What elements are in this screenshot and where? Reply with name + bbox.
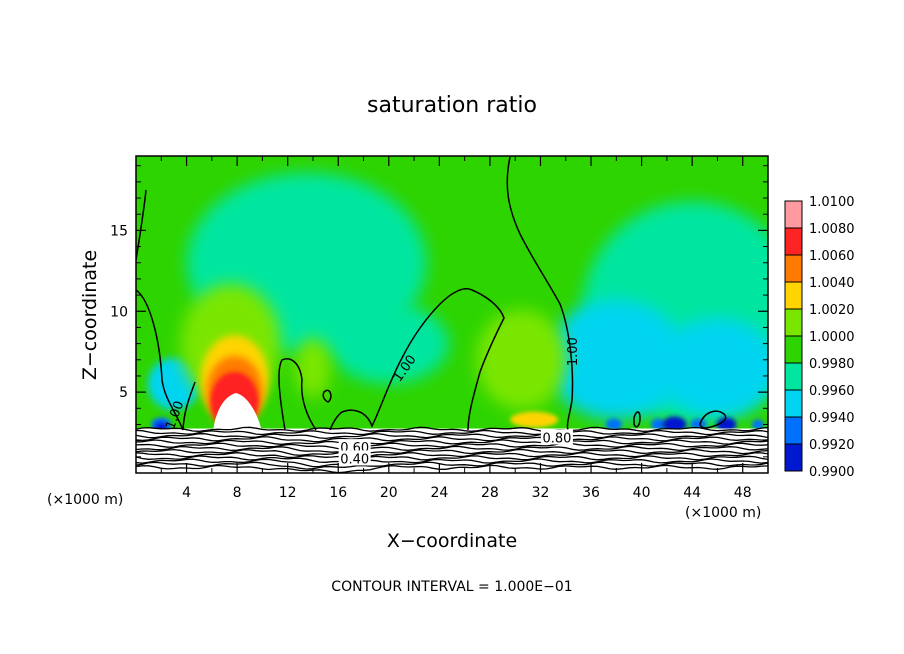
x-tick-label-9: 40: [633, 485, 651, 501]
contour-1.00-small-45: [699, 410, 727, 429]
colorbar-swatch-1: [784, 227, 803, 256]
y-axis: 5 10 15: [110, 165, 768, 458]
contour-1.00-left-top: [136, 189, 147, 261]
y-tick-label-2: 15: [110, 223, 128, 239]
field-region-8: [294, 337, 331, 398]
colorbar-label-1: 1.0080: [809, 222, 855, 237]
low-contour-0: [136, 426, 768, 432]
colorbar-swatch-0: [784, 200, 803, 229]
field-region-5: [328, 303, 449, 384]
field-region-3: [657, 317, 768, 418]
low-contour-2: [136, 432, 768, 440]
x-tick-label-10: 44: [683, 485, 701, 501]
colorbar-label-2: 1.0060: [809, 249, 855, 264]
contour-lines: [136, 156, 727, 431]
contour-label-group-5: 0.40: [338, 450, 371, 467]
colorbar-label-7: 0.9960: [809, 384, 855, 399]
colorbar-label-8: 0.9940: [809, 411, 855, 426]
colorbar-swatch-2: [784, 254, 803, 283]
low-contour-3: [136, 436, 768, 443]
low-contour-8: [136, 451, 768, 459]
x-tick-label-8: 36: [582, 485, 600, 501]
colorbar: 1.0100 1.0080 1.0060 1.0040 1.0020 1.0000 0.99…: [784, 195, 855, 480]
contour-label-bg-4: [338, 439, 371, 455]
field-region-16: [651, 418, 666, 431]
field-overflow-region: [213, 393, 262, 432]
low-contour-11: [136, 461, 768, 470]
colorbar-swatch-8: [784, 416, 803, 445]
contour-labels: 1.001.001.000.800.600.40: [163, 337, 581, 467]
low-contour-1: [136, 429, 768, 436]
x-axis: 4 8 12 16 20 24 28 32 36 40 44 48: [160, 156, 752, 501]
contour-label-bg-5: [338, 450, 371, 466]
contour-label-group-3: 0.80: [540, 429, 573, 446]
contour-interval-note: CONTOUR INTERVAL = 1.000E−01: [331, 579, 572, 595]
x-tick-label-6: 28: [481, 485, 499, 501]
colorbar-label-6: 0.9980: [809, 357, 855, 372]
y-axis-unit: (×1000 m): [47, 492, 123, 508]
low-level-contours: [136, 426, 768, 473]
colorbar-label-9: 0.9920: [809, 438, 855, 453]
contour-1.00-mid-left: [278, 358, 317, 431]
contour-1.00-small-40: [633, 411, 641, 428]
field-region-15: [605, 418, 622, 431]
contour-label-5: 0.40: [340, 452, 369, 467]
colorbar-swatch-9: [784, 443, 803, 472]
x-tick-label-4: 20: [380, 485, 398, 501]
low-contour-4: [136, 439, 768, 445]
contour-label-2: 1.00: [566, 337, 581, 366]
x-axis-unit: (×1000 m): [685, 505, 761, 521]
contour-1.00-left: [136, 289, 196, 431]
colorbar-label-3: 1.0040: [809, 276, 855, 291]
field-region-4: [476, 309, 567, 410]
contour-1.00-mid-small: [322, 389, 332, 403]
field-region-19: [716, 417, 737, 432]
low-contour-12: [136, 464, 768, 473]
y-tick-label-1: 10: [110, 304, 128, 320]
saturation-field: [136, 156, 768, 473]
x-tick-label-5: 24: [430, 485, 448, 501]
plot-frame: [135, 155, 769, 474]
low-contour-9: [136, 455, 768, 463]
low-contour-6: [136, 445, 768, 453]
contour-label-3: 0.80: [542, 431, 571, 446]
colorbar-label-4: 1.0020: [809, 303, 855, 318]
low-contour-10: [136, 458, 768, 468]
colorbar-swatch-4: [784, 308, 803, 337]
x-tick-label-2: 12: [279, 485, 297, 501]
contour-label-group-2: 1.00: [566, 337, 581, 366]
field-region-20: [751, 419, 764, 430]
x-tick-label-3: 16: [329, 485, 347, 501]
contour-label-bg-3: [540, 429, 573, 445]
x-tick-label-1: 8: [233, 485, 242, 501]
field-region-12: [510, 411, 559, 428]
colorbar-swatch-7: [784, 389, 803, 418]
x-tick-label-7: 32: [532, 485, 550, 501]
colorbar-swatch-6: [784, 362, 803, 391]
field-region-2: [546, 299, 687, 420]
colorbar-swatch-3: [784, 281, 803, 310]
colorbar-label-5: 1.0000: [809, 330, 855, 345]
low-contour-7: [136, 448, 768, 456]
contour-1.00-center: [329, 288, 505, 431]
x-axis-label: X−coordinate: [387, 530, 517, 552]
y-axis-label: Z−coordinate: [79, 250, 101, 380]
colorbar-label-10: 0.9900: [809, 465, 855, 480]
colorbar-swatch-5: [784, 335, 803, 364]
x-tick-label-0: 4: [182, 485, 191, 501]
y-tick-label-0: 5: [119, 385, 128, 401]
colorbar-label-0: 1.0100: [809, 195, 855, 210]
chart-title: saturation ratio: [367, 93, 537, 118]
contour-1.00-right: [506, 156, 574, 431]
x-tick-label-11: 48: [734, 485, 752, 501]
